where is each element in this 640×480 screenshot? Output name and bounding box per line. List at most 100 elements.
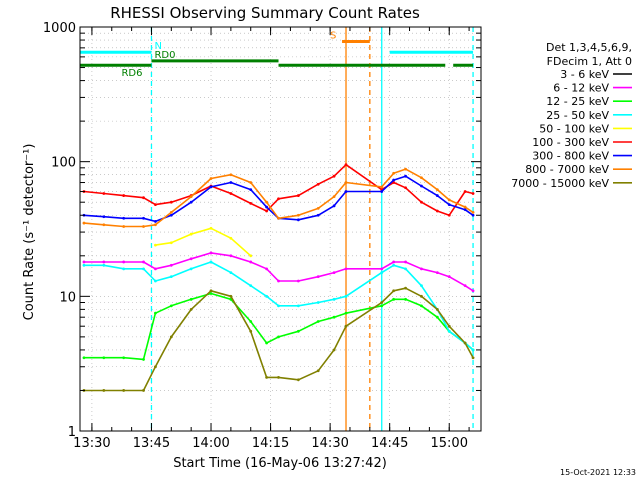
- series-line: [155, 227, 252, 257]
- legend-entry-label: 50 - 100 keV: [539, 122, 609, 135]
- series-point: [82, 221, 86, 225]
- x-tick-layer: 13:30 13:45 14:00 14:15 14:30 14:45 15:00: [73, 27, 470, 451]
- series-point: [420, 267, 423, 271]
- series-point: [169, 213, 173, 217]
- legend-entry-label: 25 - 50 keV: [546, 109, 609, 122]
- series-point: [296, 194, 300, 197]
- series-point: [169, 335, 173, 339]
- series-point: [209, 251, 213, 255]
- series-point: [332, 174, 336, 178]
- series-point: [404, 174, 407, 178]
- series-point: [102, 223, 106, 227]
- series-point: [316, 182, 320, 186]
- series-point: [277, 197, 280, 201]
- series-point: [154, 311, 157, 315]
- series-point: [265, 267, 269, 271]
- series-point: [169, 263, 173, 267]
- series-point: [380, 190, 384, 193]
- x-tick-label: 14:00: [192, 436, 229, 451]
- series-point: [392, 171, 396, 175]
- series-point: [435, 194, 439, 197]
- series-point: [344, 163, 348, 167]
- series-point: [189, 200, 193, 204]
- series-point: [229, 236, 233, 240]
- series-point: [229, 271, 233, 275]
- series-point: [142, 267, 145, 271]
- series-point: [404, 167, 407, 171]
- series-point: [463, 284, 467, 288]
- series-point: [332, 204, 336, 208]
- series-point: [169, 304, 173, 308]
- series-point: [249, 329, 253, 333]
- series-point: [265, 205, 269, 209]
- series-point: [435, 315, 439, 319]
- x-tick-label: 14:45: [371, 436, 408, 451]
- series-point: [471, 348, 475, 352]
- series-point: [249, 201, 253, 205]
- series-line: [83, 163, 474, 217]
- series-line: [84, 292, 474, 361]
- series-point: [380, 185, 384, 189]
- series-point: [420, 304, 423, 308]
- y-tick-label: 1: [68, 425, 76, 440]
- series-point: [229, 294, 233, 298]
- segment-bar-label: RD6: [121, 68, 142, 79]
- series-point: [316, 320, 320, 323]
- series-point: [404, 260, 407, 264]
- legend-entry-label: 300 - 800 keV: [532, 150, 609, 163]
- series-point: [189, 257, 193, 261]
- series-point: [447, 329, 451, 333]
- series-point: [463, 208, 467, 212]
- series-point: [463, 341, 467, 345]
- series-point: [189, 232, 193, 236]
- series-point: [277, 376, 280, 379]
- series-point: [142, 225, 145, 228]
- series-line: [84, 261, 474, 351]
- legend-entry-label: 100 - 300 keV: [532, 136, 609, 149]
- series-point: [265, 341, 269, 345]
- series-point: [169, 275, 173, 279]
- series-point: [420, 284, 423, 288]
- series-point: [471, 356, 475, 360]
- series-point: [296, 329, 300, 333]
- series-point: [296, 304, 300, 308]
- series-point: [154, 279, 157, 283]
- series-point: [392, 297, 396, 301]
- series-point: [102, 263, 106, 267]
- series-point: [229, 192, 233, 195]
- series-point: [332, 315, 336, 319]
- series-point: [344, 311, 348, 315]
- series-point: [265, 209, 269, 213]
- series-point: [102, 389, 106, 392]
- series-point: [122, 194, 126, 197]
- series-point: [420, 184, 423, 188]
- series-point: [142, 260, 145, 264]
- series-point: [169, 241, 173, 245]
- segment-bar-label: N: [154, 41, 161, 52]
- legend-entry-label: 6 - 12 keV: [553, 82, 609, 95]
- series-point: [296, 213, 300, 217]
- series-point: [471, 289, 475, 293]
- series-point: [332, 271, 336, 275]
- series-point: [82, 260, 86, 264]
- series-point: [447, 203, 451, 206]
- series-point: [435, 188, 439, 192]
- series-point: [249, 320, 253, 323]
- series-layer: [82, 163, 475, 392]
- series-point: [344, 181, 348, 184]
- series-point: [435, 271, 439, 275]
- series-point: [296, 218, 300, 222]
- series-point: [380, 271, 384, 275]
- segment-bar-label: S: [330, 31, 336, 42]
- series-point: [420, 294, 423, 298]
- series-point: [142, 216, 145, 220]
- series-line: [83, 168, 474, 228]
- series-point: [471, 213, 475, 217]
- y-tick-label: 10: [59, 290, 76, 305]
- series-point: [316, 213, 320, 217]
- series-point: [229, 254, 233, 258]
- series-point: [265, 294, 269, 298]
- series-point: [420, 200, 423, 204]
- series-point: [229, 181, 233, 184]
- series-point: [169, 200, 173, 204]
